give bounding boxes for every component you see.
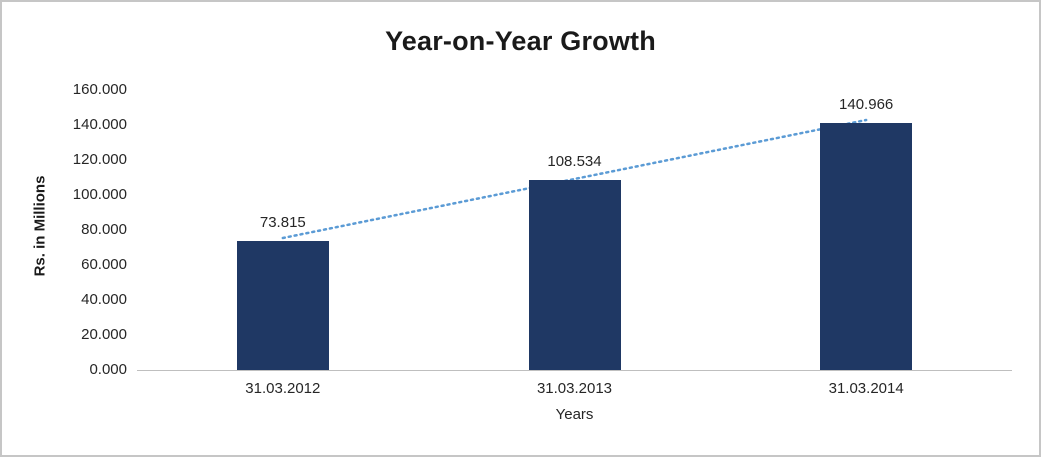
bar-value-label: 73.815 xyxy=(259,214,306,231)
y-axis-title: Rs. in Millions xyxy=(31,175,49,277)
plot-area xyxy=(137,90,1012,371)
y-tick-label: 160.000 xyxy=(72,81,127,98)
y-tick-label: 140.000 xyxy=(72,116,127,133)
x-tick-label: 31.03.2014 xyxy=(828,380,904,397)
y-tick-label: 60.000 xyxy=(81,256,127,273)
y-tick-label: 40.000 xyxy=(81,291,127,308)
bar xyxy=(236,241,329,370)
y-tick-label: 120.000 xyxy=(72,151,127,168)
bar xyxy=(820,123,913,370)
y-tick-label: 0.000 xyxy=(89,361,127,378)
x-tick-label: 31.03.2013 xyxy=(536,380,613,397)
y-tick-label: 100.000 xyxy=(72,186,127,203)
y-tick-label: 80.000 xyxy=(81,221,127,238)
y-tick-label: 20.000 xyxy=(81,326,127,343)
trendline xyxy=(281,118,868,240)
bar-value-label: 140.966 xyxy=(839,96,894,113)
trendline-layer xyxy=(281,118,868,240)
bar-value-label: 108.534 xyxy=(547,153,602,170)
x-axis-title: Years xyxy=(555,406,594,423)
bar xyxy=(528,180,621,370)
x-tick-label: 31.03.2012 xyxy=(245,380,321,397)
chart-title: Year-on-Year Growth xyxy=(385,26,656,56)
